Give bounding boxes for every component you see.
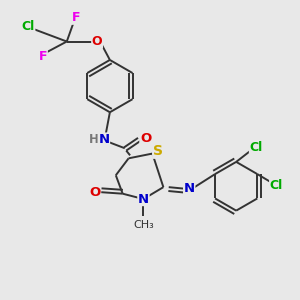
Text: O: O [89,186,100,199]
Text: CH₃: CH₃ [133,220,154,230]
Text: Cl: Cl [22,20,35,33]
Text: S: S [153,144,163,158]
Text: O: O [92,35,102,48]
Text: O: O [140,132,151,145]
Text: F: F [39,50,47,63]
Text: N: N [138,193,149,206]
Text: Cl: Cl [270,178,283,192]
Text: N: N [98,133,110,146]
Text: H: H [88,133,98,146]
Text: F: F [71,11,80,24]
Text: N: N [184,182,195,195]
Text: Cl: Cl [250,140,263,154]
